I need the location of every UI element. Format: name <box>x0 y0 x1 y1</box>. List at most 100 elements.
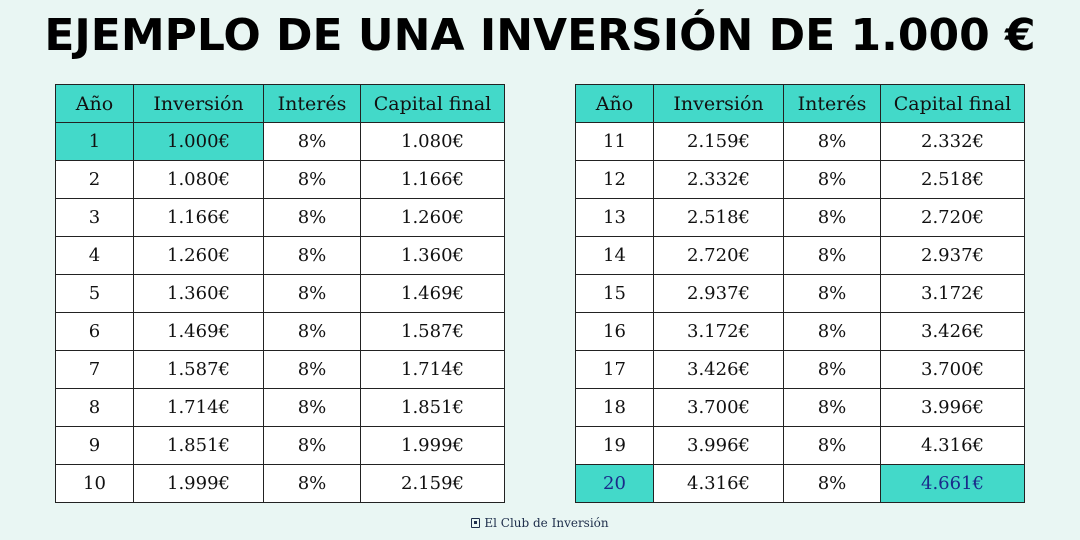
interest-cell: 8% <box>263 198 361 237</box>
table-row: 2 1.080€ 8% 1.166€ <box>55 160 505 199</box>
investment-cell: 2.332€ <box>653 160 784 199</box>
table-row: 14 2.720€ 8% 2.937€ <box>575 236 1025 275</box>
table-row: 13 2.518€ 8% 2.720€ <box>575 198 1025 237</box>
final-capital-cell: 1.469€ <box>360 274 505 313</box>
column-header-investment: Inversión <box>653 84 784 123</box>
year-cell: 14 <box>575 236 654 275</box>
table-row: 7 1.587€ 8% 1.714€ <box>55 350 505 389</box>
interest-cell: 8% <box>263 388 361 427</box>
final-capital-cell: 1.851€ <box>360 388 505 427</box>
investment-cell: 2.518€ <box>653 198 784 237</box>
year-cell: 16 <box>575 312 654 351</box>
investment-cell: 3.700€ <box>653 388 784 427</box>
final-capital-cell: 1.360€ <box>360 236 505 275</box>
year-cell: 7 <box>55 350 134 389</box>
column-header-year: Año <box>55 84 134 123</box>
year-cell: 20 <box>575 464 654 503</box>
interest-cell: 8% <box>783 426 881 465</box>
year-cell: 17 <box>575 350 654 389</box>
interest-cell: 8% <box>783 160 881 199</box>
investment-table-years-11-20: Año Inversión Interés Capital final 11 2… <box>575 84 1025 503</box>
page-title: EJEMPLO DE UNA INVERSIÓN DE 1.000 € <box>44 10 1036 61</box>
investment-cell: 1.851€ <box>133 426 264 465</box>
year-cell: 12 <box>575 160 654 199</box>
table-row: 12 2.332€ 8% 2.518€ <box>575 160 1025 199</box>
year-cell: 5 <box>55 274 134 313</box>
table-row: 8 1.714€ 8% 1.851€ <box>55 388 505 427</box>
table-row: 16 3.172€ 8% 3.426€ <box>575 312 1025 351</box>
interest-cell: 8% <box>263 236 361 275</box>
brand-footer: El Club de Inversión <box>0 516 1080 530</box>
final-capital-cell: 1.714€ <box>360 350 505 389</box>
table-header-row: Año Inversión Interés Capital final <box>575 84 1025 123</box>
year-cell: 15 <box>575 274 654 313</box>
year-cell: 13 <box>575 198 654 237</box>
table-row: 19 3.996€ 8% 4.316€ <box>575 426 1025 465</box>
table-row: 20 4.316€ 8% 4.661€ <box>575 464 1025 503</box>
investment-cell: 3.426€ <box>653 350 784 389</box>
final-capital-cell: 4.316€ <box>880 426 1025 465</box>
table-row: 11 2.159€ 8% 2.332€ <box>575 122 1025 161</box>
table-row: 17 3.426€ 8% 3.700€ <box>575 350 1025 389</box>
table-row: 6 1.469€ 8% 1.587€ <box>55 312 505 351</box>
investment-cell: 3.172€ <box>653 312 784 351</box>
investment-cell: 1.080€ <box>133 160 264 199</box>
final-capital-cell: 1.080€ <box>360 122 505 161</box>
final-capital-cell: 3.172€ <box>880 274 1025 313</box>
column-header-final-capital: Capital final <box>360 84 505 123</box>
investment-cell: 4.316€ <box>653 464 784 503</box>
investment-cell: 2.159€ <box>653 122 784 161</box>
final-capital-cell: 1.999€ <box>360 426 505 465</box>
interest-cell: 8% <box>783 388 881 427</box>
table-header-row: Año Inversión Interés Capital final <box>55 84 505 123</box>
final-capital-cell: 3.426€ <box>880 312 1025 351</box>
table-row: 1 1.000€ 8% 1.080€ <box>55 122 505 161</box>
investment-cell: 1.260€ <box>133 236 264 275</box>
investment-cell: 1.999€ <box>133 464 264 503</box>
year-cell: 3 <box>55 198 134 237</box>
interest-cell: 8% <box>783 312 881 351</box>
column-header-year: Año <box>575 84 654 123</box>
investment-cell: 1.000€ <box>133 122 264 161</box>
year-cell: 18 <box>575 388 654 427</box>
investment-table-years-1-10: Año Inversión Interés Capital final 1 1.… <box>55 84 505 503</box>
investment-cell: 3.996€ <box>653 426 784 465</box>
year-cell: 9 <box>55 426 134 465</box>
final-capital-cell: 2.720€ <box>880 198 1025 237</box>
table-row: 18 3.700€ 8% 3.996€ <box>575 388 1025 427</box>
final-capital-cell: 2.332€ <box>880 122 1025 161</box>
interest-cell: 8% <box>263 274 361 313</box>
investment-cell: 1.714€ <box>133 388 264 427</box>
year-cell: 1 <box>55 122 134 161</box>
investment-cell: 1.360€ <box>133 274 264 313</box>
final-capital-cell: 2.518€ <box>880 160 1025 199</box>
year-cell: 19 <box>575 426 654 465</box>
final-capital-cell: 4.661€ <box>880 464 1025 503</box>
year-cell: 8 <box>55 388 134 427</box>
investment-cell: 2.720€ <box>653 236 784 275</box>
table-row: 10 1.999€ 8% 2.159€ <box>55 464 505 503</box>
club-logo-icon <box>471 518 481 528</box>
interest-cell: 8% <box>783 350 881 389</box>
interest-cell: 8% <box>263 350 361 389</box>
final-capital-cell: 2.159€ <box>360 464 505 503</box>
final-capital-cell: 1.166€ <box>360 160 505 199</box>
interest-cell: 8% <box>783 274 881 313</box>
year-cell: 4 <box>55 236 134 275</box>
final-capital-cell: 1.260€ <box>360 198 505 237</box>
interest-cell: 8% <box>783 236 881 275</box>
final-capital-cell: 2.937€ <box>880 236 1025 275</box>
year-cell: 11 <box>575 122 654 161</box>
interest-cell: 8% <box>783 464 881 503</box>
interest-cell: 8% <box>263 312 361 351</box>
brand-label: El Club de Inversión <box>484 516 609 530</box>
table-row: 15 2.937€ 8% 3.172€ <box>575 274 1025 313</box>
column-header-interest: Interés <box>783 84 881 123</box>
investment-cell: 1.587€ <box>133 350 264 389</box>
investment-cell: 2.937€ <box>653 274 784 313</box>
final-capital-cell: 3.700€ <box>880 350 1025 389</box>
column-header-final-capital: Capital final <box>880 84 1025 123</box>
year-cell: 2 <box>55 160 134 199</box>
investment-cell: 1.166€ <box>133 198 264 237</box>
table-row: 9 1.851€ 8% 1.999€ <box>55 426 505 465</box>
